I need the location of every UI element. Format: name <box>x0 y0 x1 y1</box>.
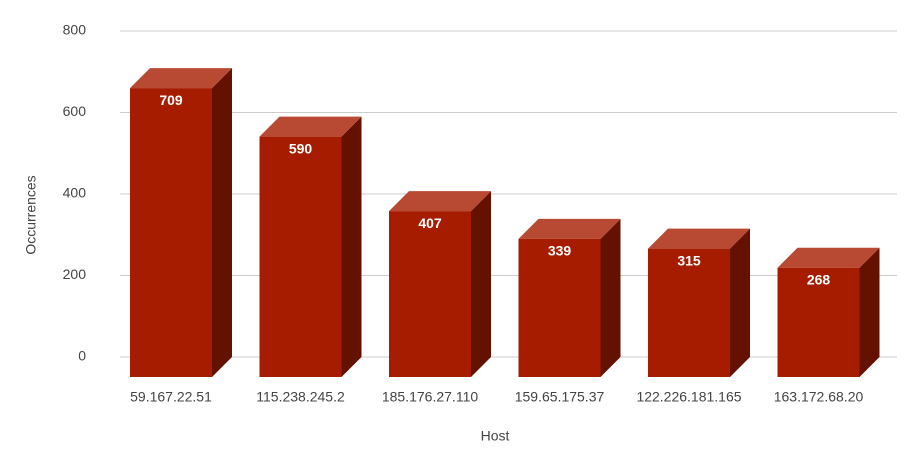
bar-side <box>212 68 232 378</box>
x-tick-label: 185.176.27.110 <box>382 389 478 405</box>
x-axis-label: Host <box>481 428 510 444</box>
bar-side <box>471 191 491 377</box>
x-tick-label: 159.65.175.37 <box>515 389 605 405</box>
data-label: 315 <box>677 252 701 268</box>
data-label: 709 <box>159 92 183 108</box>
y-tick-label: 600 <box>63 103 87 119</box>
bar <box>777 247 880 377</box>
data-label: 407 <box>418 215 442 231</box>
bar <box>130 68 232 378</box>
bar-top <box>389 191 491 212</box>
bar-front <box>130 88 212 378</box>
bar-side <box>600 218 621 377</box>
y-tick-label: 200 <box>63 266 87 282</box>
bar <box>389 191 491 377</box>
bar-top <box>777 247 880 268</box>
x-tick-label: 115.238.245.2 <box>256 389 345 405</box>
bar-top <box>648 228 750 249</box>
bar <box>518 218 621 377</box>
bar-top <box>259 116 362 137</box>
bar-side <box>859 247 880 377</box>
bar <box>648 228 750 377</box>
y-tick-label: 800 <box>63 22 87 38</box>
y-tick-label: 400 <box>63 185 87 201</box>
bar-top <box>130 68 232 89</box>
y-tick-label: 0 <box>78 348 86 364</box>
data-label: 590 <box>289 140 313 156</box>
bar-front <box>777 267 860 377</box>
x-tick-label: 122.226.181.165 <box>636 389 741 405</box>
bar-front <box>648 248 730 377</box>
bar <box>259 116 362 377</box>
bar-side <box>730 228 750 377</box>
data-label: 268 <box>807 271 831 287</box>
bar-front <box>259 136 342 377</box>
bar-side <box>341 116 362 377</box>
data-label: 339 <box>548 243 572 259</box>
x-tick-label: 59.167.22.51 <box>130 389 212 405</box>
x-tick-label: 163.172.68.20 <box>774 389 864 405</box>
bar-front <box>518 238 601 377</box>
y-axis-label: Occurrences <box>23 175 39 254</box>
bar-top <box>518 218 621 239</box>
bar-front <box>389 211 471 377</box>
